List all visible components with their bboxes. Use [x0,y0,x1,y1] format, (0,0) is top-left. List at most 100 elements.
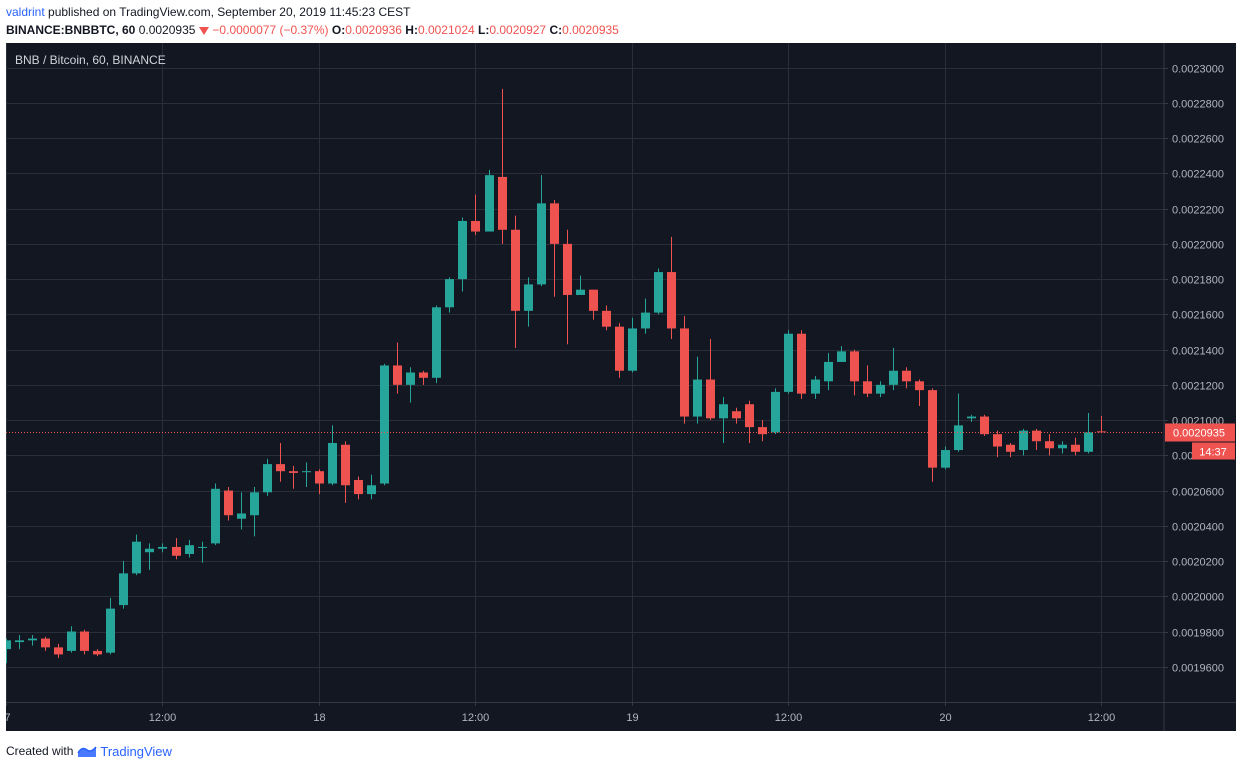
candle-bullish[interactable] [537,175,546,287]
candle-bearish[interactable] [54,643,63,658]
candle-bullish[interactable] [524,277,533,327]
candle-bearish[interactable] [863,365,872,398]
candle-bullish[interactable] [485,169,494,232]
candle-bearish[interactable] [393,342,402,394]
candle-bearish[interactable] [93,649,102,657]
candle-bullish[interactable] [719,397,728,443]
candle-bullish[interactable] [641,298,650,334]
candle-bearish[interactable] [1071,437,1080,456]
tradingview-brand-link[interactable]: TradingView [100,743,172,759]
candle-bullish[interactable] [445,277,454,313]
candle-bearish[interactable] [758,420,767,442]
candle-bearish[interactable] [471,194,480,236]
candle-bullish[interactable] [237,492,246,530]
candle-bullish[interactable] [263,458,272,496]
candle-bullish[interactable] [211,483,220,546]
candle-bullish[interactable] [15,635,24,650]
candle-bullish[interactable] [250,487,259,537]
candle-bullish[interactable] [1019,428,1028,456]
candle-bullish[interactable] [2,638,11,664]
candle-bullish[interactable] [145,543,154,570]
candle-bearish[interactable] [902,367,911,389]
candle-bullish[interactable] [158,543,167,553]
candle-bearish[interactable] [41,636,50,651]
candle-bearish[interactable] [915,379,924,406]
candle-bearish[interactable] [354,476,363,500]
candle-bullish[interactable] [693,356,702,424]
candle-bearish[interactable] [550,199,559,297]
candle-bearish[interactable] [341,441,350,503]
candle-bearish[interactable] [289,465,298,489]
candle-bearish[interactable] [172,538,181,560]
candle-bullish[interactable] [1058,441,1067,454]
author-link[interactable]: valdrint [6,5,45,19]
candle-bearish[interactable] [563,229,572,345]
candle-bearish[interactable] [928,388,937,482]
candle-bullish[interactable] [876,381,885,398]
candle-bullish[interactable] [889,347,898,391]
time-axis[interactable]: 7 12:00 18 12:00 19 12:00 20 12:00 [5,702,1115,724]
candle-bullish[interactable] [106,598,115,655]
candle-bearish[interactable] [993,430,1002,458]
candle-bearish[interactable] [615,323,624,378]
candle-bearish[interactable] [680,316,689,424]
candle-bullish[interactable] [67,626,76,653]
candle-bullish[interactable] [837,346,846,362]
candle-bearish[interactable] [797,330,806,399]
candle-body [771,391,780,433]
candle-bearish[interactable] [315,469,324,495]
candle-body [1032,430,1041,442]
candle-bearish[interactable] [589,289,598,320]
candle-bearish[interactable] [511,215,520,348]
candle-bullish[interactable] [967,414,976,422]
candle-body [915,381,924,391]
candle-bearish[interactable] [667,236,676,340]
candle-bullish[interactable] [628,317,637,373]
candle-body [485,175,494,232]
candle-bearish[interactable] [498,88,507,244]
candle-bullish[interactable] [458,217,467,292]
candle-bullish[interactable] [1084,413,1093,454]
candle-bullish[interactable] [654,268,663,315]
candle-bearish[interactable] [602,305,611,331]
candle-bullish[interactable] [132,534,141,576]
candle-body [289,471,298,473]
candle-body [445,279,454,308]
candle-bullish[interactable] [784,330,793,394]
candle-bearish[interactable] [80,629,89,655]
candle-bearish[interactable] [745,400,754,443]
candle-bearish[interactable] [1032,428,1041,451]
chart-area[interactable]: 0.0019600 0.0019800 0.0020000 0.0020200 0.00… [2,43,1236,731]
candle-bearish[interactable] [1006,442,1015,458]
candle-bearish[interactable] [419,370,428,385]
candle-bearish[interactable] [224,487,233,521]
candle-body [589,289,598,311]
candlestick-chart[interactable]: 0.0019600 0.0019800 0.0020000 0.0020200 0.00… [2,43,1236,731]
candle-bullish[interactable] [185,539,194,558]
candle-bullish[interactable] [198,541,207,563]
candle-body [198,546,207,548]
candle-bearish[interactable] [732,407,741,424]
candle-bullish[interactable] [380,363,389,486]
candle-bearish[interactable] [1097,415,1106,433]
candle-body [876,384,885,394]
candle-bullish[interactable] [771,388,780,435]
candle-bullish[interactable] [367,474,376,500]
candle-bullish[interactable] [328,425,337,486]
candle-bearish[interactable] [706,339,715,421]
candle-bullish[interactable] [406,367,415,403]
candle-bearish[interactable] [850,349,859,396]
candle-bullish[interactable] [576,275,585,295]
candle-bullish[interactable] [302,462,311,488]
candle-bullish[interactable] [119,561,128,609]
candle-bullish[interactable] [28,635,37,646]
candle-bullish[interactable] [811,376,820,399]
candle-bullish[interactable] [432,305,441,384]
candle-bearish[interactable] [1045,434,1054,456]
price-tick-label: 0.0021400 [1172,346,1224,358]
candle-bullish[interactable] [824,353,833,391]
chart-background [6,43,1236,731]
candle-bullish[interactable] [941,446,950,470]
candle-bearish[interactable] [276,442,285,482]
candle-bullish[interactable] [954,393,963,452]
